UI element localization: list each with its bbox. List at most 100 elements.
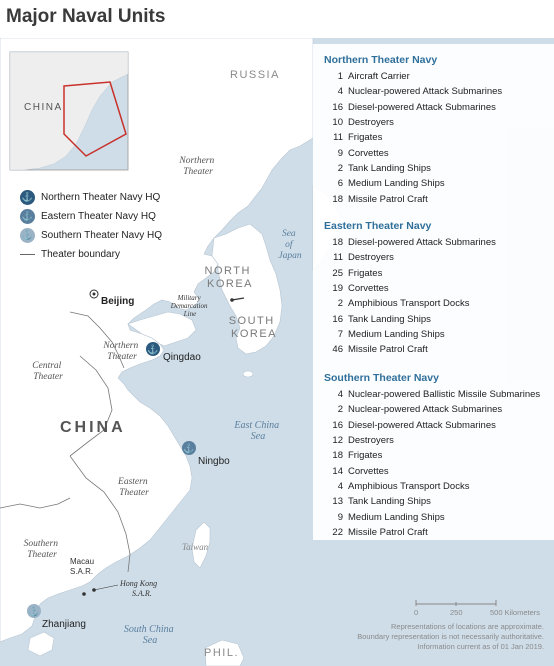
philippines xyxy=(204,639,245,666)
jeju-island xyxy=(242,370,254,378)
korean-peninsula xyxy=(211,223,283,355)
unit-row: 9 Medium Landing Ships xyxy=(324,509,540,524)
scale-bar: 0 250 500 Kilometers xyxy=(414,600,540,617)
city-qingdao: Qingdao xyxy=(163,352,201,363)
unit-name: Corvettes xyxy=(348,465,389,477)
label-south-korea-line1: SOUTH xyxy=(229,315,275,327)
unit-name: Missile Patrol Craft xyxy=(348,526,428,538)
legend-boundary: Theater boundary xyxy=(20,245,162,264)
map-notes: Representations of locations are approxi… xyxy=(357,622,544,652)
unit-row: 4 Nuclear-powered Attack Submarines xyxy=(324,84,502,99)
ningbo-hq-marker[interactable]: ⚓ xyxy=(182,441,196,455)
fleet-southern-title: Southern Theater Navy xyxy=(324,372,439,384)
theater-boundary-central-south xyxy=(0,497,71,509)
label-russia: RUSSIA xyxy=(230,69,280,81)
inset-highlight-box xyxy=(63,81,127,157)
unit-count: 4 xyxy=(337,86,343,98)
unit-count: 19 xyxy=(332,283,343,295)
unit-row: 2 Amphibious Transport Docks xyxy=(324,296,496,311)
unit-count: 7 xyxy=(337,328,343,340)
unit-count: 9 xyxy=(337,511,343,523)
unit-name: Destroyers xyxy=(348,435,394,447)
label-inset-china: CHINA xyxy=(24,102,63,113)
unit-count: 2 xyxy=(337,298,343,310)
unit-count: 18 xyxy=(332,237,343,249)
mainland xyxy=(0,38,314,643)
label-northern-theater-top: Northern Theater xyxy=(178,156,216,177)
city-zhanjiang: Zhanjiang xyxy=(42,619,86,630)
unit-count: 16 xyxy=(332,313,343,325)
label-taiwan: Taiwan xyxy=(182,542,209,552)
label-south-korea-line2: KOREA xyxy=(231,328,277,340)
unit-name: Diesel-powered Attack Submarines xyxy=(348,419,496,431)
label-hong-kong: Hong Kong S.A.R. xyxy=(119,579,159,598)
unit-count: 2 xyxy=(337,404,343,416)
unit-name: Medium Landing Ships xyxy=(348,178,445,190)
unit-name: Missile Patrol Craft xyxy=(348,344,428,356)
unit-count: 6 xyxy=(337,178,343,190)
qingdao-hq-marker[interactable]: ⚓ xyxy=(146,342,160,356)
legend-northern-hq: ⚓ Northern Theater Navy HQ xyxy=(20,188,162,207)
legend-boundary-label: Theater boundary xyxy=(41,249,120,260)
unit-count: 22 xyxy=(332,526,343,538)
svg-text:⚓: ⚓ xyxy=(183,443,194,454)
legend-northern-hq-label: Northern Theater Navy HQ xyxy=(41,192,161,203)
unit-count: 14 xyxy=(332,465,343,477)
shandong-peninsula xyxy=(127,311,197,347)
note-boundary: Boundary representation is not necessari… xyxy=(357,632,544,641)
unit-row: 4 Amphibious Transport Docks xyxy=(324,479,540,494)
unit-name: Frigates xyxy=(348,132,383,144)
legend-eastern-hq-label: Eastern Theater Navy HQ xyxy=(41,211,156,222)
label-south-china-sea: South China Sea xyxy=(124,624,176,646)
unit-row: 10 Destroyers xyxy=(324,115,502,130)
unit-count: 9 xyxy=(337,147,343,159)
unit-name: Frigates xyxy=(348,267,383,279)
fleet-eastern: Eastern Theater Navy 18 Diesel-powered At… xyxy=(324,220,496,357)
fleet-northern-list: 1 Aircraft Carrier 4 Nuclear-powered Attack… xyxy=(324,69,502,207)
unit-row: 14 Corvettes xyxy=(324,463,540,478)
unit-count: 25 xyxy=(332,267,343,279)
theater-boundary-east-south xyxy=(69,455,131,573)
unit-count: 11 xyxy=(333,252,343,264)
unit-row: 16 Diesel-powered Attack Submarines xyxy=(324,418,540,433)
theater-boundaries xyxy=(0,311,131,573)
unit-row: 16 Tank Landing Ships xyxy=(324,311,496,326)
unit-row: 18 Diesel-powered Attack Submarines xyxy=(324,235,495,250)
theater-boundary-central-east xyxy=(69,355,113,457)
legend-southern-hq-label: Southern Theater Navy HQ xyxy=(41,230,162,241)
label-sea-of-japan: Sea of Japan xyxy=(278,229,301,261)
unit-row: 7 Medium Landing Ships xyxy=(324,327,496,342)
label-south-korea: SOUTH KOREA xyxy=(229,315,280,340)
unit-row: 11 Frigates xyxy=(324,130,502,145)
scale-zero: 0 xyxy=(414,608,418,617)
inset-land xyxy=(9,51,129,171)
label-southern-theater: Southern Theater xyxy=(24,539,61,560)
unit-row: 9 Corvettes xyxy=(324,145,502,160)
label-north-korea-line2: KOREA xyxy=(207,278,253,290)
unit-row: 16 Diesel-powered Attack Submarines xyxy=(324,100,502,115)
label-eastern-theater: Eastern Theater xyxy=(117,477,150,498)
unit-row: 2 Nuclear-powered Attack Submarines xyxy=(324,402,540,417)
theater-boundary-north xyxy=(69,311,125,369)
fleet-eastern-list: 18 Diesel-powered Attack Submarines 11 Dest… xyxy=(324,235,496,357)
unit-count: 13 xyxy=(332,496,343,508)
unit-name: Aircraft Carrier xyxy=(348,71,410,83)
unit-name: Frigates xyxy=(348,450,383,462)
northern-hq-anchor-icon: ⚓ xyxy=(20,190,35,205)
fleet-southern: Southern Theater Navy 4 Nuclear-powered B… xyxy=(324,372,540,540)
city-beijing: Beijing xyxy=(101,296,134,307)
unit-row: 25 Frigates xyxy=(324,266,496,281)
unit-row: 4 Nuclear-powered Ballistic Missile Subma… xyxy=(324,387,540,402)
note-current: Information current as of 01 Jan 2019. xyxy=(417,642,544,651)
scale-mid: 250 xyxy=(450,608,463,617)
hong-kong-leader xyxy=(93,584,119,591)
beijing-marker[interactable] xyxy=(89,289,99,299)
unit-name: Destroyers xyxy=(348,252,394,264)
unit-row: 12 Destroyers xyxy=(324,433,540,448)
zhanjiang-hq-marker[interactable]: ⚓ xyxy=(27,604,41,618)
unit-name: Medium Landing Ships xyxy=(348,328,445,340)
unit-name: Nuclear-powered Attack Submarines xyxy=(348,86,503,98)
unit-count: 1 xyxy=(337,71,343,83)
unit-row: 19 Corvettes xyxy=(324,281,496,296)
label-central-theater: Central Theater xyxy=(32,361,63,382)
